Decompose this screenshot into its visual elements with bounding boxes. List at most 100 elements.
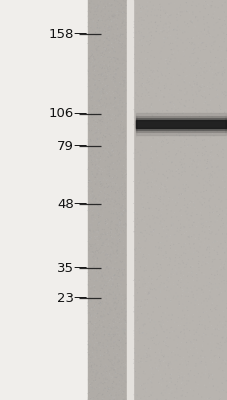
Point	[94, 11, 98, 18]
Point	[122, 370, 126, 377]
Point	[183, 246, 187, 253]
Point	[221, 38, 225, 45]
Point	[186, 351, 190, 358]
Point	[163, 154, 167, 161]
Point	[113, 75, 116, 82]
Point	[101, 63, 104, 69]
Point	[102, 39, 106, 45]
Point	[133, 150, 137, 156]
Point	[186, 344, 190, 350]
Point	[116, 227, 120, 233]
Point	[209, 40, 213, 46]
Point	[155, 22, 159, 29]
Point	[171, 102, 175, 108]
Point	[88, 295, 91, 301]
Point	[107, 37, 111, 44]
Point	[87, 140, 91, 146]
Point	[203, 254, 207, 260]
Point	[112, 47, 116, 54]
Point	[104, 219, 107, 226]
Point	[144, 81, 147, 88]
Point	[106, 69, 109, 75]
Point	[93, 120, 96, 127]
Point	[183, 86, 186, 92]
Point	[99, 288, 102, 295]
Point	[120, 76, 123, 83]
Point	[92, 263, 96, 270]
Point	[108, 286, 111, 293]
Point	[102, 148, 106, 154]
Point	[132, 277, 136, 284]
Point	[201, 113, 205, 119]
Point	[211, 383, 215, 389]
Point	[120, 389, 124, 396]
Point	[101, 364, 104, 370]
Point	[118, 256, 121, 262]
Point	[111, 14, 115, 20]
Point	[89, 170, 93, 176]
Point	[95, 369, 99, 375]
Point	[166, 133, 170, 140]
Point	[202, 88, 205, 95]
Point	[220, 154, 224, 160]
Point	[163, 100, 167, 106]
Point	[217, 73, 221, 80]
Point	[89, 305, 93, 312]
Point	[167, 12, 171, 19]
Point	[96, 273, 100, 279]
Point	[166, 158, 169, 164]
Point	[103, 28, 107, 35]
Point	[184, 219, 188, 225]
Point	[149, 147, 152, 154]
Point	[154, 327, 158, 333]
Point	[159, 144, 163, 150]
Point	[167, 288, 170, 294]
Point	[223, 248, 226, 255]
Point	[120, 80, 124, 87]
Point	[188, 155, 191, 162]
Point	[203, 371, 207, 377]
Point	[89, 88, 92, 94]
Point	[138, 177, 142, 184]
Point	[178, 372, 182, 378]
Point	[192, 250, 196, 256]
Point	[210, 178, 213, 184]
Point	[203, 226, 207, 232]
Point	[100, 350, 104, 356]
Point	[115, 21, 118, 27]
Point	[91, 106, 94, 112]
Point	[97, 192, 101, 198]
Point	[88, 100, 91, 106]
Point	[105, 253, 109, 260]
Point	[108, 384, 112, 391]
Point	[95, 135, 99, 141]
Point	[106, 348, 109, 354]
Point	[223, 258, 226, 265]
Point	[96, 72, 100, 78]
Point	[104, 283, 108, 289]
Point	[98, 26, 101, 32]
Point	[180, 286, 183, 293]
Point	[123, 43, 127, 50]
Point	[117, 332, 121, 338]
Point	[155, 352, 159, 358]
Point	[91, 345, 94, 351]
Point	[122, 54, 125, 60]
Point	[177, 170, 180, 177]
Point	[113, 35, 116, 42]
Point	[114, 96, 117, 102]
Point	[149, 245, 152, 251]
Point	[182, 330, 185, 336]
Point	[190, 190, 194, 196]
Point	[121, 272, 124, 278]
Point	[106, 343, 109, 350]
Point	[94, 87, 98, 93]
Point	[134, 328, 138, 334]
Point	[106, 116, 110, 123]
Point	[187, 71, 191, 78]
Point	[101, 356, 105, 362]
Point	[175, 228, 178, 234]
Point	[146, 346, 150, 352]
Point	[143, 332, 146, 338]
Point	[171, 93, 174, 99]
